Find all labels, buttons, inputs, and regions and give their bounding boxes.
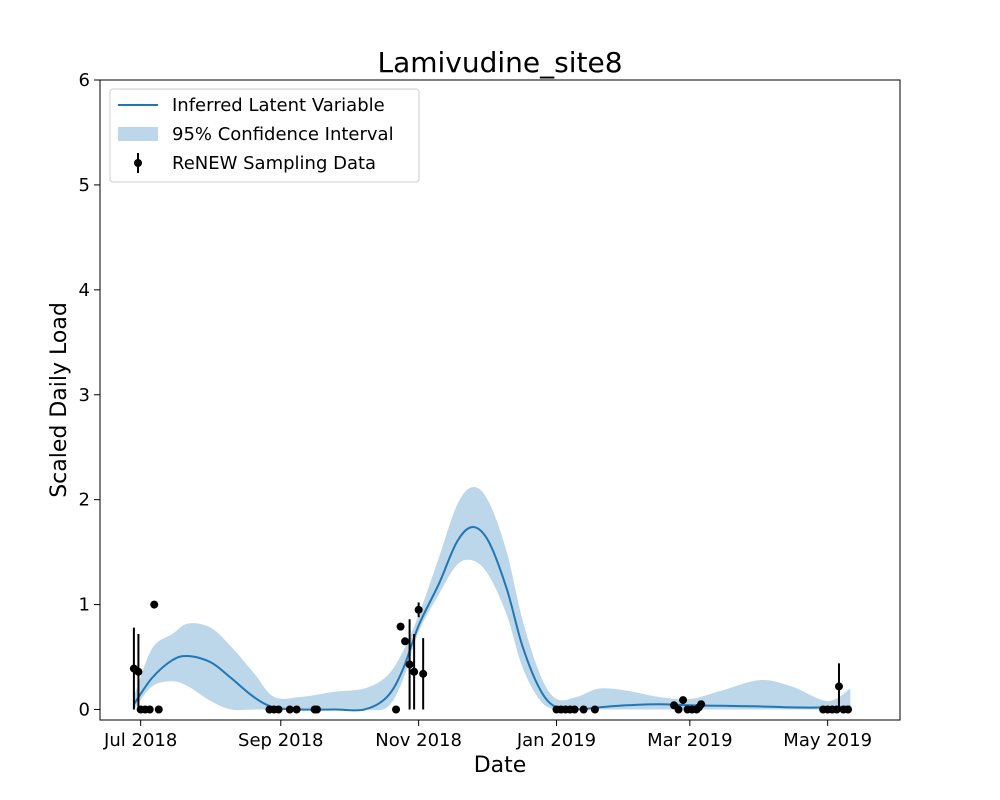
sample-point <box>590 705 599 714</box>
chart-title: Lamivudine_site8 <box>377 46 622 79</box>
sample-point <box>834 682 843 691</box>
y-tick-label: 5 <box>79 175 90 196</box>
sample-point <box>679 696 688 705</box>
sample-point <box>570 705 579 714</box>
x-tick-label: Mar 2019 <box>647 730 733 751</box>
sample-point <box>154 705 163 714</box>
y-tick-label: 2 <box>79 490 90 511</box>
latent-line-layer <box>133 525 851 712</box>
x-tick-label: Sep 2018 <box>238 730 323 751</box>
sample-point <box>410 667 419 676</box>
x-tick-label: May 2019 <box>783 730 872 751</box>
plot-frame <box>99 79 901 721</box>
x-tick-label: Jul 2018 <box>103 730 177 751</box>
legend-label-band: 95% Confidence Interval <box>172 124 394 145</box>
sample-point <box>312 705 321 714</box>
y-tick-label: 4 <box>79 280 90 301</box>
sample-point <box>392 705 401 714</box>
legend-label-line: Inferred Latent Variable <box>172 95 385 116</box>
y-tick-label: 1 <box>79 595 90 616</box>
legend-box <box>109 88 420 183</box>
latent-variable-line <box>133 525 851 712</box>
y-tick-label: 3 <box>79 385 90 406</box>
sample-point <box>674 705 683 714</box>
sample-point <box>844 705 853 714</box>
sample-point <box>401 637 410 646</box>
y-axis-label: Scaled Daily Load <box>47 302 72 498</box>
sample-point <box>292 705 301 714</box>
y-tick-label: 0 <box>79 700 90 721</box>
sample-point <box>285 705 294 714</box>
sample-point <box>396 622 405 631</box>
confidence-band <box>133 487 851 711</box>
sample-point <box>274 705 283 714</box>
x-axis-label: Date <box>474 753 527 778</box>
sampling-points-layer <box>129 600 853 714</box>
sample-point <box>150 600 159 609</box>
sample-point <box>697 700 706 709</box>
sample-point <box>145 705 154 714</box>
legend-point-swatch <box>134 159 142 167</box>
legend: Inferred Latent Variable 95% Confidence … <box>109 88 420 183</box>
x-axis-ticks: Jul 2018 Sep 2018 Nov 2018 Jan 2019 Mar 2019… <box>103 720 872 751</box>
sample-point <box>419 669 428 678</box>
sample-point <box>414 605 423 614</box>
sample-point <box>579 705 588 714</box>
x-tick-label: Jan 2019 <box>516 730 596 751</box>
legend-label-points: ReNEW Sampling Data <box>172 153 376 174</box>
y-axis-ticks: 0 1 2 3 4 5 6 <box>79 70 100 721</box>
y-tick-label: 6 <box>79 70 90 91</box>
x-tick-label: Nov 2018 <box>375 730 462 751</box>
sample-point <box>134 667 143 676</box>
confidence-band-layer <box>133 487 851 711</box>
sample-point <box>405 660 414 669</box>
legend-band-swatch <box>118 127 158 141</box>
